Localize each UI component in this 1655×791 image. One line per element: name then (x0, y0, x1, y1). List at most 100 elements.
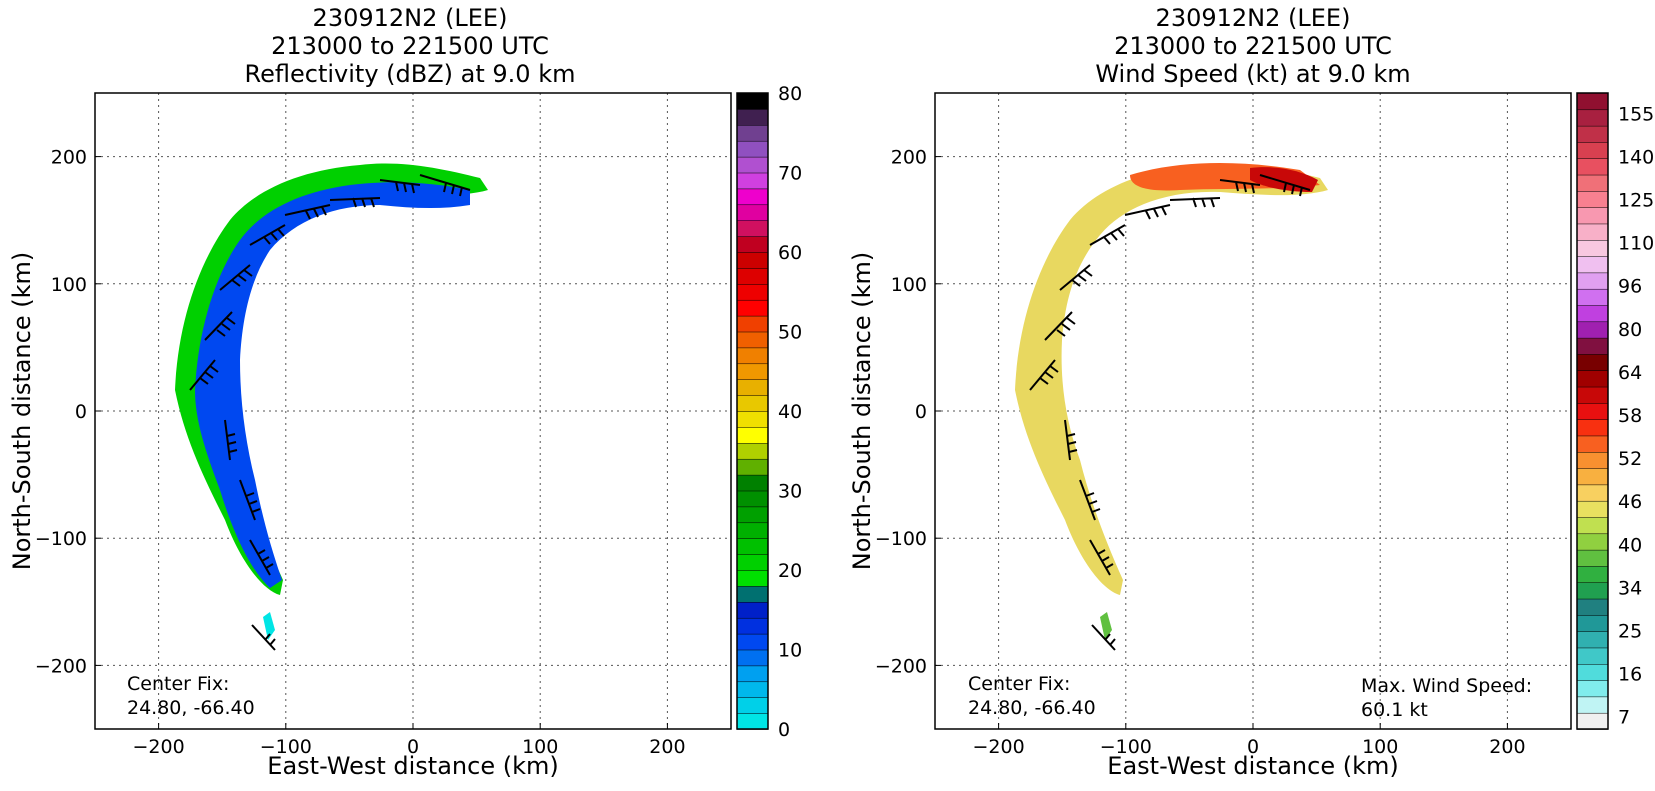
colorbar-swatch (1576, 696, 1609, 714)
x-tick-label: −100 (1100, 736, 1152, 758)
wind-barb (1059, 264, 1093, 291)
wind-barb (329, 197, 381, 208)
colorbar-tick-label: 50 (778, 322, 802, 344)
colorbar-tick-label: 96 (1618, 276, 1642, 298)
colorbar-swatch (736, 140, 769, 158)
wind-barb (1029, 359, 1059, 391)
wind-center-fix-label: Center Fix: (968, 673, 1070, 695)
reflectivity-x-axis-label: East-West distance (km) (267, 752, 558, 780)
colorbar-swatch (736, 442, 769, 460)
colorbar-swatch (1576, 467, 1609, 486)
colorbar-swatch (736, 378, 769, 396)
y-tick-label: 200 (51, 147, 87, 169)
colorbar-swatch (1576, 157, 1609, 176)
colorbar-swatch (736, 522, 769, 539)
colorbar-swatch (736, 251, 769, 269)
colorbar-swatch (736, 363, 769, 380)
colorbar-swatch (1576, 484, 1609, 502)
colorbar-swatch (736, 553, 769, 571)
colorbar-tick-label: 110 (1618, 233, 1654, 255)
colorbar-swatch (1576, 402, 1609, 420)
colorbar-tick-label: 125 (1618, 190, 1654, 212)
colorbar-swatch (1576, 190, 1609, 208)
wind-barb (189, 359, 219, 391)
colorbar-swatch (736, 394, 769, 412)
y-tick-label: −100 (35, 528, 87, 550)
y-tick-label: 100 (51, 274, 87, 296)
colorbar-swatch (736, 204, 769, 221)
colorbar-swatch (736, 649, 769, 667)
colorbar-tick-label: 64 (1618, 362, 1642, 384)
y-tick-label: 200 (891, 147, 927, 169)
wind-barb (1091, 624, 1116, 651)
y-tick-label: 0 (915, 401, 927, 423)
colorbar-swatch (736, 410, 769, 428)
colorbar-swatch (1576, 581, 1609, 600)
reflectivity-y-axis-label: North-South distance (km) (8, 252, 36, 571)
colorbar-swatch (736, 696, 769, 714)
colorbar-swatch (1576, 321, 1609, 339)
colorbar-swatch (1576, 141, 1609, 159)
colorbar-swatch (1576, 418, 1609, 437)
colorbar-swatch (1576, 516, 1609, 535)
colorbar-swatch (736, 712, 769, 730)
colorbar-swatch (736, 665, 769, 683)
colorbar-swatch (1576, 549, 1609, 567)
colorbar-tick-label: 70 (778, 163, 802, 185)
colorbar-swatch (1576, 386, 1609, 404)
colorbar-swatch (1576, 679, 1609, 698)
wind-barb (251, 624, 276, 651)
colorbar-tick-label: 60 (778, 242, 802, 264)
wind-y-axis-label: North-South distance (km) (848, 252, 876, 571)
wind-speed-core-inner (1250, 167, 1318, 192)
x-tick-label: 100 (522, 736, 558, 758)
colorbar-swatch (1576, 304, 1609, 323)
wind-barb (284, 204, 331, 220)
colorbar-swatch (736, 617, 769, 635)
wind-barb (1124, 204, 1171, 220)
wind-barb (1044, 311, 1076, 341)
wind-barb (1219, 179, 1261, 194)
x-tick-label: 100 (1362, 736, 1398, 758)
colorbar-swatch (736, 331, 769, 349)
wind-speed-panel: 230912N2 (LEE) 213000 to 221500 UTC Wind… (848, 4, 1654, 780)
colorbar-swatch (736, 426, 769, 444)
wind-center-fix-value: 24.80, -66.40 (968, 697, 1096, 719)
colorbar-tick-label: 58 (1618, 405, 1642, 427)
reflectivity-panel: 230912N2 (LEE) 213000 to 221500 UTC Refl… (8, 4, 802, 780)
colorbar-swatch (1576, 174, 1609, 192)
colorbar-swatch (736, 490, 769, 508)
colorbar-tick-label: 80 (1618, 319, 1642, 341)
reflectivity-grid (95, 93, 731, 729)
x-tick-label: 0 (1247, 736, 1259, 758)
wind-barb (1064, 419, 1078, 461)
colorbar-tick-label: 16 (1618, 664, 1642, 686)
reflectivity-title-line-2: 213000 to 221500 UTC (271, 32, 549, 60)
max-wind-speed-value: 60.1 kt (1361, 699, 1428, 721)
colorbar-swatch (1576, 533, 1609, 551)
wind-barb (249, 224, 286, 246)
wind-barb (1089, 224, 1126, 246)
wind-barb (219, 264, 253, 291)
wind-speed-field (1015, 163, 1328, 640)
wind-grid (935, 93, 1571, 729)
wind-x-axis-label: East-West distance (km) (1107, 752, 1398, 780)
colorbar-tick-label: 40 (1618, 534, 1642, 556)
colorbar-swatch (1576, 223, 1609, 241)
y-tick-label: 0 (75, 401, 87, 423)
colorbar-swatch (736, 633, 769, 651)
colorbar-tick-label: 155 (1618, 103, 1654, 125)
colorbar-swatch (1576, 92, 1609, 111)
colorbar-tick-label: 0 (778, 719, 790, 741)
colorbar-tick-label: 40 (778, 401, 802, 423)
wind-barb (204, 311, 236, 341)
colorbar-swatch (1576, 630, 1609, 649)
colorbar-tick-label: 10 (778, 640, 802, 662)
colorbar-swatch (736, 458, 769, 476)
colorbar-swatch (1576, 500, 1609, 518)
colorbar-swatch (1576, 272, 1609, 290)
colorbar-swatch (736, 156, 769, 174)
x-tick-label: −200 (973, 736, 1025, 758)
colorbar-frame (736, 92, 769, 730)
